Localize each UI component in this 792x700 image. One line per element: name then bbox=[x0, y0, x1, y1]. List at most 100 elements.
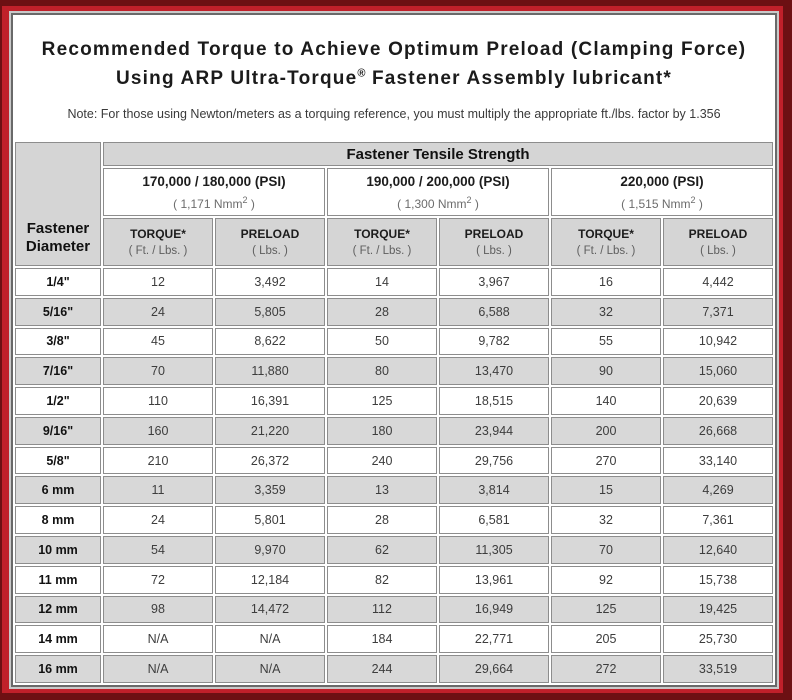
torque-value-cell: 112 bbox=[327, 595, 437, 624]
fastener-diameter-header-line-2: Diameter bbox=[25, 238, 91, 255]
torque-value-cell: 272 bbox=[551, 655, 661, 683]
torque-header-2: TORQUE* ( Ft. / Lbs. ) bbox=[551, 218, 661, 266]
table-row: 12 mm 98 14,472 112 16,949 125 19,425 bbox=[15, 595, 773, 624]
page-title-line-1: Recommended Torque to Achieve Optimum Pr… bbox=[41, 39, 747, 60]
preload-value-cell: 12,640 bbox=[663, 536, 773, 564]
diameter-cell: 12 mm bbox=[15, 595, 101, 624]
diameter-cell: 8 mm bbox=[15, 506, 101, 535]
torque-value-cell: 70 bbox=[551, 536, 661, 564]
table-row: 11 mm 72 12,184 82 13,961 92 15,738 bbox=[15, 565, 773, 594]
table-row: 6 mm 11 3,359 13 3,814 15 4,269 bbox=[15, 476, 773, 505]
torque-value-cell: 125 bbox=[327, 387, 437, 415]
sub-header-row: TORQUE* ( Ft. / Lbs. ) PRELOAD ( Lbs. ) … bbox=[15, 218, 773, 266]
torque-value-cell: 80 bbox=[327, 357, 437, 386]
preload-label: PRELOAD bbox=[240, 227, 300, 241]
nmm-0-sup: 2 bbox=[242, 194, 248, 205]
torque-value-cell: 92 bbox=[551, 565, 661, 594]
table-row: 10 mm 54 9,970 62 11,305 70 12,640 bbox=[15, 536, 773, 564]
preload-value-cell: 5,805 bbox=[215, 297, 325, 326]
preload-value-cell: 16,949 bbox=[439, 595, 549, 624]
torque-value-cell: 205 bbox=[551, 625, 661, 654]
torque-value-cell: 24 bbox=[103, 297, 213, 326]
preload-value-cell: 29,756 bbox=[439, 446, 549, 475]
torque-value-cell: 70 bbox=[103, 357, 213, 386]
torque-header-0: TORQUE* ( Ft. / Lbs. ) bbox=[103, 218, 213, 266]
torque-value-cell: 200 bbox=[551, 416, 661, 445]
diameter-cell: 1/2" bbox=[15, 387, 101, 415]
header-block: Recommended Torque to Achieve Optimum Pr… bbox=[13, 15, 775, 140]
nmm-0-post: ) bbox=[247, 196, 255, 211]
preload-value-cell: 4,269 bbox=[663, 476, 773, 505]
preload-label: PRELOAD bbox=[688, 227, 748, 241]
preload-value-cell: 33,519 bbox=[663, 655, 773, 683]
preload-value-cell: 6,588 bbox=[439, 297, 549, 326]
torque-value-cell: 180 bbox=[327, 416, 437, 445]
torque-value-cell: 270 bbox=[551, 446, 661, 475]
preload-unit: ( Lbs. ) bbox=[700, 245, 736, 257]
psi-group-1-nmm: ( 1,300 Nmm2 ) bbox=[328, 195, 548, 211]
psi-group-2-label: 220,000 (PSI) bbox=[620, 173, 704, 189]
tensile-strength-header: Fastener Tensile Strength bbox=[103, 142, 773, 166]
nmm-2-pre: ( 1,515 Nmm bbox=[621, 196, 691, 211]
preload-value-cell: 15,060 bbox=[663, 357, 773, 386]
preload-value-cell: 11,305 bbox=[439, 536, 549, 564]
torque-value-cell: 110 bbox=[103, 387, 213, 415]
preload-unit: ( Lbs. ) bbox=[252, 245, 288, 257]
torque-value-cell: 125 bbox=[551, 595, 661, 624]
torque-value-cell: 55 bbox=[551, 327, 661, 356]
preload-value-cell: 13,961 bbox=[439, 565, 549, 594]
preload-value-cell: 23,944 bbox=[439, 416, 549, 445]
torque-label: TORQUE* bbox=[354, 227, 410, 241]
preload-value-cell: 26,668 bbox=[663, 416, 773, 445]
preload-header-0: PRELOAD ( Lbs. ) bbox=[215, 218, 325, 266]
torque-value-cell: 14 bbox=[327, 268, 437, 296]
nmm-2-post: ) bbox=[695, 196, 703, 211]
diameter-cell: 3/8" bbox=[15, 327, 101, 356]
diameter-cell: 16 mm bbox=[15, 655, 101, 683]
preload-value-cell: 14,472 bbox=[215, 595, 325, 624]
torque-value-cell: 28 bbox=[327, 297, 437, 326]
psi-group-1-label: 190,000 / 200,000 (PSI) bbox=[366, 173, 510, 189]
preload-value-cell: 7,361 bbox=[663, 506, 773, 535]
psi-group-row: 170,000 / 180,000 (PSI) ( 1,171 Nmm2 ) 1… bbox=[15, 168, 773, 216]
torque-value-cell: 28 bbox=[327, 506, 437, 535]
preload-value-cell: 3,967 bbox=[439, 268, 549, 296]
preload-value-cell: 9,970 bbox=[215, 536, 325, 564]
spec-sheet-panel: Recommended Torque to Achieve Optimum Pr… bbox=[11, 13, 777, 687]
psi-group-0-label: 170,000 / 180,000 (PSI) bbox=[142, 173, 286, 189]
title-line-2-post: Fastener Assembly lubricant* bbox=[365, 68, 673, 90]
torque-table-wrap: Fastener Diameter Fastener Tensile Stren… bbox=[13, 140, 775, 685]
torque-value-cell: 82 bbox=[327, 565, 437, 594]
preload-value-cell: 18,515 bbox=[439, 387, 549, 415]
nmm-2-sup: 2 bbox=[690, 194, 696, 205]
preload-label: PRELOAD bbox=[464, 227, 524, 241]
torque-table: Fastener Diameter Fastener Tensile Stren… bbox=[13, 140, 775, 685]
diameter-cell: 11 mm bbox=[15, 565, 101, 594]
psi-group-2-nmm: ( 1,515 Nmm2 ) bbox=[552, 195, 772, 211]
nmm-1-sup: 2 bbox=[466, 194, 472, 205]
table-row: 7/16" 70 11,880 80 13,470 90 15,060 bbox=[15, 357, 773, 386]
torque-value-cell: 72 bbox=[103, 565, 213, 594]
torque-value-cell: 140 bbox=[551, 387, 661, 415]
torque-unit: ( Ft. / Lbs. ) bbox=[576, 245, 636, 257]
torque-value-cell: 98 bbox=[103, 595, 213, 624]
diameter-cell: 5/8" bbox=[15, 446, 101, 475]
psi-group-170-180: 170,000 / 180,000 (PSI) ( 1,171 Nmm2 ) bbox=[103, 168, 325, 216]
preload-unit: ( Lbs. ) bbox=[476, 245, 512, 257]
torque-label: TORQUE* bbox=[578, 227, 634, 241]
preload-value-cell: 3,359 bbox=[215, 476, 325, 505]
torque-value-cell: 50 bbox=[327, 327, 437, 356]
torque-value-cell: 210 bbox=[103, 446, 213, 475]
preload-value-cell: 20,639 bbox=[663, 387, 773, 415]
preload-value-cell: 22,771 bbox=[439, 625, 549, 654]
diameter-cell: 7/16" bbox=[15, 357, 101, 386]
fastener-diameter-header: Fastener Diameter bbox=[15, 142, 101, 266]
preload-value-cell: 5,801 bbox=[215, 506, 325, 535]
preload-value-cell: 26,372 bbox=[215, 446, 325, 475]
preload-value-cell: 6,581 bbox=[439, 506, 549, 535]
torque-value-cell: 160 bbox=[103, 416, 213, 445]
table-row: 9/16" 160 21,220 180 23,944 200 26,668 bbox=[15, 416, 773, 445]
preload-header-1: PRELOAD ( Lbs. ) bbox=[439, 218, 549, 266]
torque-unit: ( Ft. / Lbs. ) bbox=[128, 245, 188, 257]
